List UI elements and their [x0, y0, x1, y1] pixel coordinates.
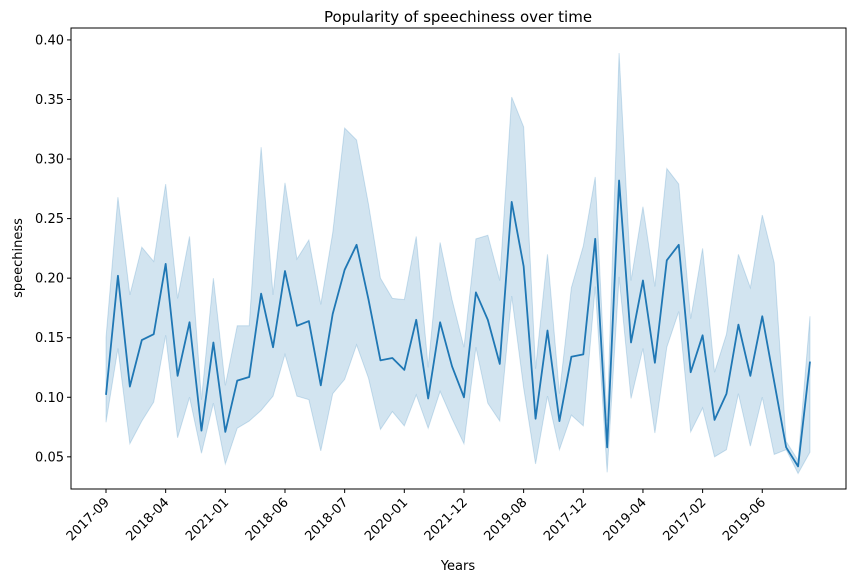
- x-tick-label: 2021-12: [422, 495, 471, 544]
- chart-title: Popularity of speechiness over time: [324, 8, 592, 26]
- x-axis: 2017-09 2018-04 2021-01 2018-06 2018-07 2020-…: [64, 489, 769, 544]
- x-tick-label: 2018-06: [243, 495, 292, 544]
- y-tick-label: 0.25: [35, 212, 64, 227]
- x-tick-label: 2018-07: [302, 495, 351, 544]
- plot-area: [105, 52, 811, 475]
- y-tick-label: 0.10: [35, 391, 64, 406]
- x-tick-label: 2019-06: [720, 495, 769, 544]
- x-tick-label: 2021-01: [183, 495, 232, 544]
- y-axis: 0.05 0.10 0.15 0.20 0.25 0.30 0.35 0.40: [35, 33, 71, 465]
- y-tick-label: 0.15: [35, 331, 64, 346]
- y-tick-label: 0.40: [35, 33, 64, 48]
- series-line: [105, 179, 811, 468]
- y-axis-title: speechiness: [11, 218, 26, 298]
- y-tick-label: 0.30: [35, 153, 64, 168]
- x-tick-label: 2020-01: [362, 495, 411, 544]
- y-tick-label: 0.35: [35, 93, 64, 108]
- x-axis-title: Years: [440, 559, 476, 574]
- x-tick-label: 2019-08: [481, 495, 530, 544]
- x-tick-label: 2017-09: [64, 495, 113, 544]
- x-tick-label: 2019-04: [601, 495, 650, 544]
- x-tick-label: 2017-02: [660, 495, 709, 544]
- x-tick-label: 2017-12: [541, 495, 590, 544]
- y-tick-label: 0.20: [35, 272, 64, 287]
- plot-frame: [70, 27, 847, 490]
- confidence-band: [105, 52, 811, 475]
- x-tick-label: 2018-04: [123, 495, 172, 544]
- y-tick-label: 0.05: [35, 450, 64, 465]
